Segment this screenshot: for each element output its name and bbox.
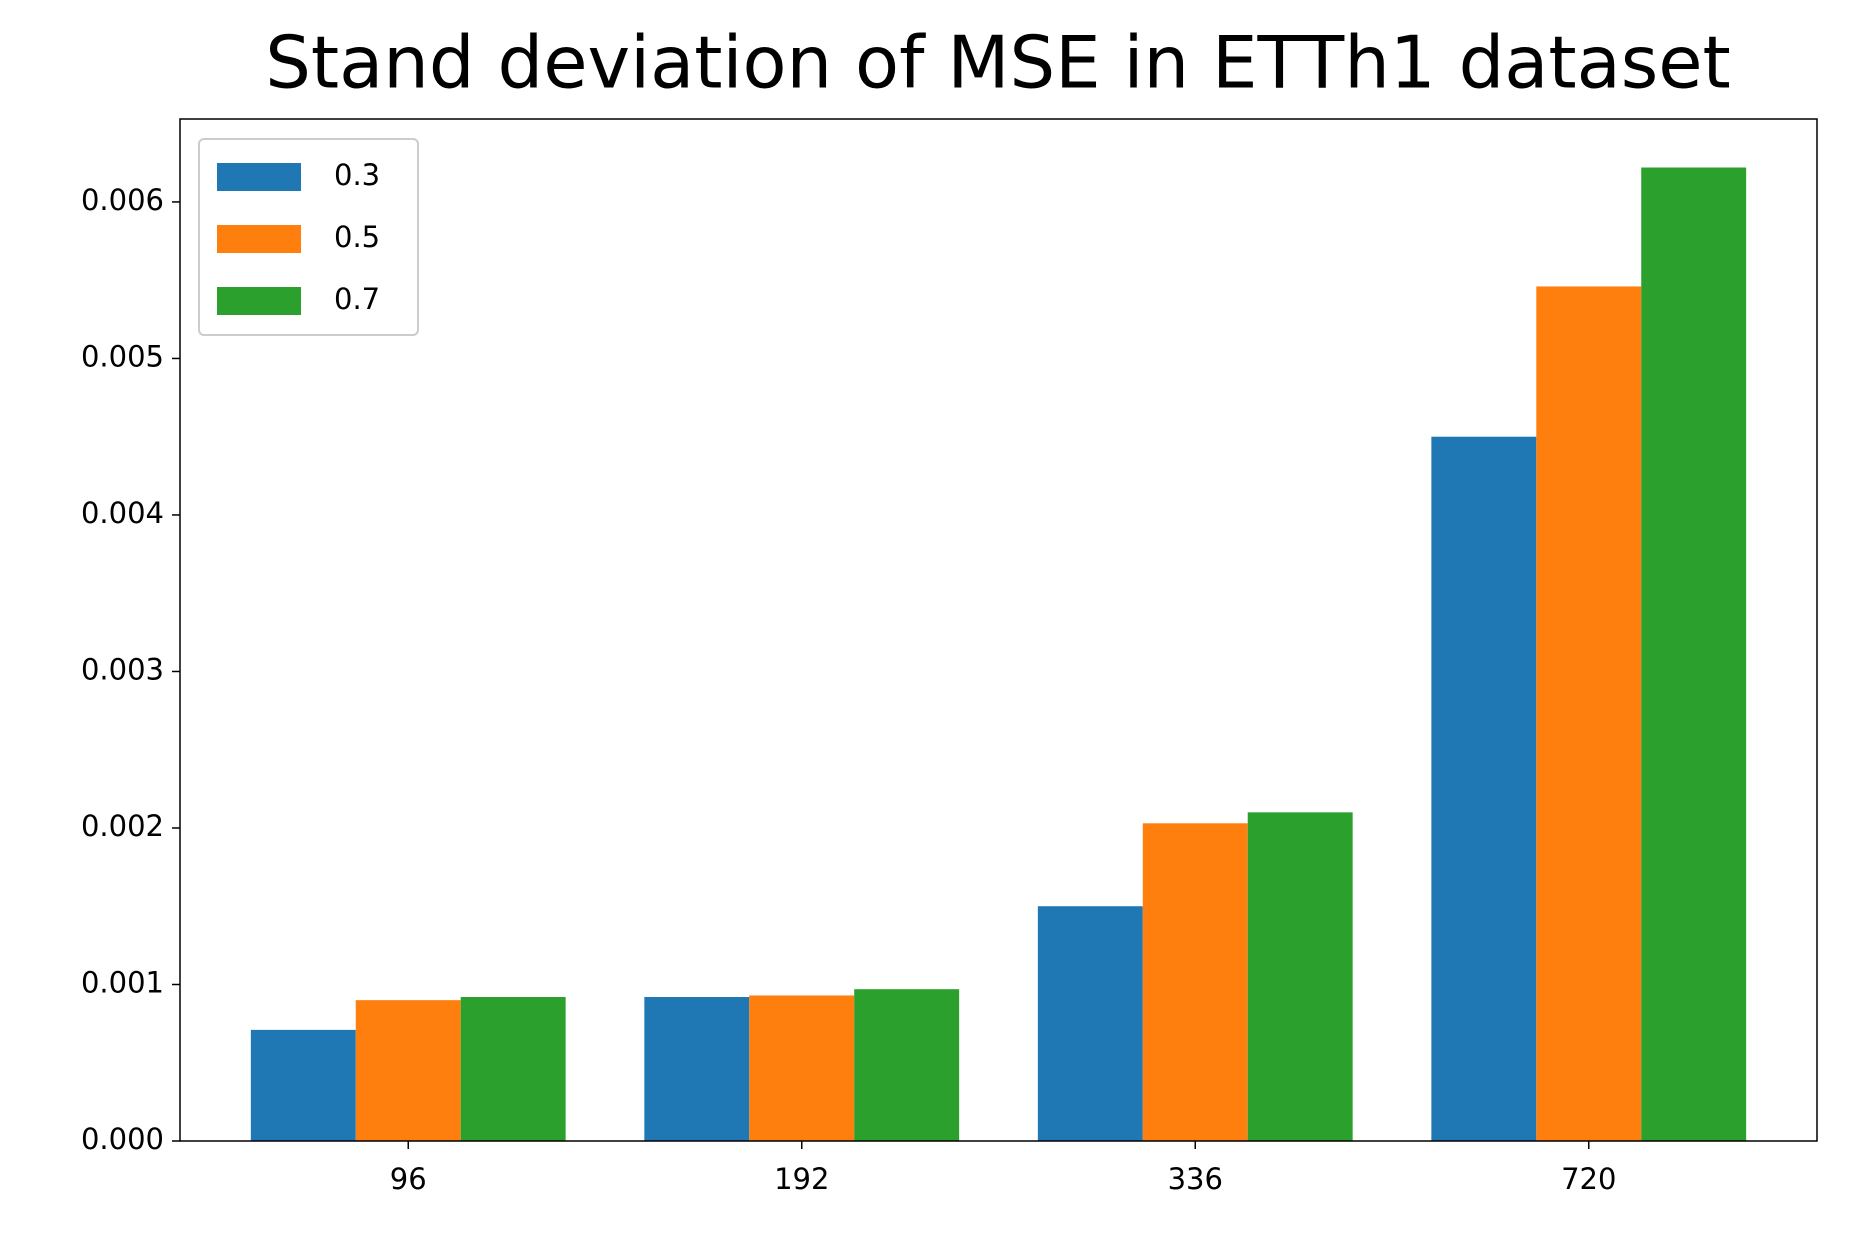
legend-label: 0.7 xyxy=(334,282,380,316)
bar xyxy=(644,997,750,1141)
bar xyxy=(460,997,566,1141)
y-tick-label: 0.003 xyxy=(81,652,164,686)
bar xyxy=(854,989,960,1141)
chart-title: Stand deviation of MSE in ETTh1 dataset xyxy=(265,21,1731,105)
legend-label: 0.5 xyxy=(334,220,380,254)
bar xyxy=(355,1000,461,1141)
x-tick-label: 336 xyxy=(1168,1162,1223,1196)
x-tick-label: 96 xyxy=(390,1162,427,1196)
plot-frame xyxy=(179,118,1818,1142)
x-tick-label: 720 xyxy=(1561,1162,1616,1196)
legend-swatch xyxy=(217,163,301,191)
legend-swatch xyxy=(217,225,301,253)
bar xyxy=(1037,906,1143,1141)
y-tick-label: 0.001 xyxy=(81,965,164,999)
legend-label: 0.3 xyxy=(334,158,380,192)
bar xyxy=(749,995,855,1141)
legend-swatch xyxy=(217,287,301,315)
bar xyxy=(1142,823,1248,1141)
bar xyxy=(1431,436,1537,1141)
bar xyxy=(1247,812,1353,1141)
y-tick-label: 0.002 xyxy=(81,809,164,843)
bar xyxy=(250,1029,356,1141)
x-tick-label: 192 xyxy=(774,1162,829,1196)
bar xyxy=(1641,167,1747,1142)
y-tick-label: 0.005 xyxy=(81,339,164,373)
y-tick-label: 0.000 xyxy=(81,1122,164,1156)
bar xyxy=(1536,286,1642,1142)
y-tick-label: 0.004 xyxy=(81,496,164,530)
y-tick-label: 0.006 xyxy=(81,183,164,217)
